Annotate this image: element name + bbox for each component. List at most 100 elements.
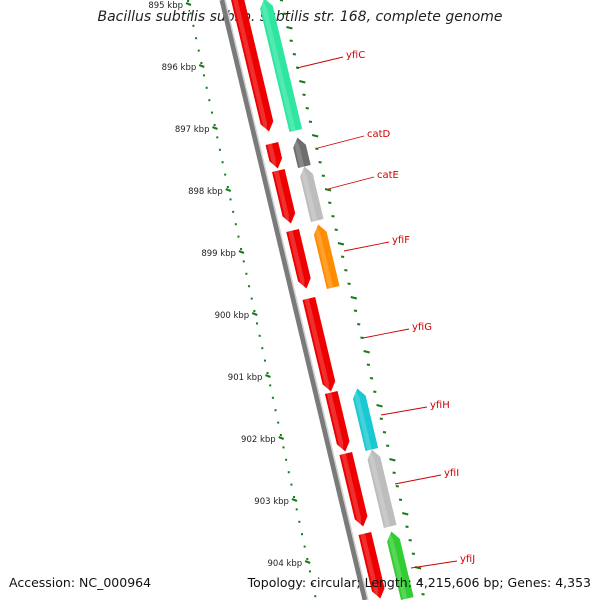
reverse-gene-arrow[interactable] — [231, 0, 275, 133]
ruler-major-tick — [198, 63, 205, 69]
outer-tick — [411, 552, 416, 555]
outer-tick — [321, 174, 325, 177]
ruler-major-tick — [185, 1, 192, 7]
outer-tick — [315, 147, 319, 150]
outer-tick — [408, 539, 412, 542]
ruler-minor-tick — [308, 570, 311, 573]
ruler-label: 896 kbp — [162, 63, 197, 73]
ruler-minor-tick — [240, 248, 243, 250]
gene-label-catE[interactable]: catE — [377, 170, 399, 181]
outer-tick — [402, 512, 409, 516]
outer-tick — [418, 579, 422, 582]
ruler-minor-tick — [295, 508, 298, 511]
ruler-minor-tick — [266, 372, 269, 374]
gene-label-yfiH[interactable]: yfiH — [430, 400, 450, 411]
ruler-minor-tick — [253, 310, 256, 312]
gene-yfiC-arrow[interactable] — [258, 0, 303, 132]
outer-tick — [344, 269, 348, 272]
ruler-minor-tick — [242, 260, 245, 263]
gene-label-leader — [327, 176, 375, 190]
backbone-highlight — [224, 0, 369, 600]
ruler-minor-tick — [279, 434, 282, 436]
reverse-strand-genes — [231, 0, 387, 600]
ruler-minor-tick — [189, 12, 192, 15]
ruler-minor-tick — [221, 161, 224, 164]
outer-tick — [289, 39, 293, 42]
gene-label-catD[interactable]: catD — [367, 129, 391, 140]
ruler-minor-tick — [208, 99, 211, 102]
outer-tick — [379, 417, 383, 420]
outer-tick — [302, 93, 306, 96]
reverse-gene-arrow[interactable] — [286, 228, 312, 290]
ruler-minor-tick — [311, 582, 314, 585]
outer-tick — [382, 431, 387, 434]
ruler-minor-tick — [192, 24, 195, 27]
reverse-gene-arrow[interactable] — [302, 296, 338, 393]
outer-tick — [334, 228, 338, 231]
ruler-major-tick — [225, 187, 232, 193]
gene-label-yfiF[interactable]: yfiF — [392, 235, 410, 246]
ruler-label: 895 kbp — [148, 1, 183, 11]
outer-tick — [376, 404, 383, 408]
outer-tick — [279, 0, 284, 2]
gene-label-yfiG[interactable]: yfiG — [412, 322, 432, 333]
gene-yfiI-arrow[interactable] — [365, 448, 397, 528]
outer-tick — [350, 296, 358, 300]
ruler-label: 903 kbp — [254, 497, 289, 507]
ruler-label: 900 kbp — [215, 311, 250, 321]
gene-catD-arrow[interactable] — [291, 136, 311, 169]
ruler-minor-tick — [232, 210, 235, 213]
ruler-minor-tick — [229, 198, 232, 201]
outer-tick — [292, 53, 297, 56]
outer-tick — [353, 309, 358, 312]
reverse-gene-arrow[interactable] — [358, 531, 387, 600]
reverse-gene-arrow[interactable] — [271, 168, 297, 225]
outer-tick — [337, 242, 345, 246]
ruler-label: 901 kbp — [228, 373, 263, 383]
gene-label-yfiC[interactable]: yfiC — [346, 50, 365, 61]
gene-yfiH-arrow[interactable] — [351, 387, 379, 452]
gene-label-leader — [343, 241, 390, 252]
gene-label-yfiI[interactable]: yfiI — [444, 468, 459, 479]
backbone-line — [219, 0, 368, 600]
gene-labels: yfiC catD catE yfiF yfiG yfiH yfiI yfiJ — [296, 50, 475, 569]
ruler-minor-tick — [263, 359, 266, 362]
gene-yfiF-arrow[interactable] — [312, 223, 340, 289]
outer-tick — [373, 390, 377, 393]
ruler-major-tick — [291, 497, 298, 503]
gene-yfiJ-arrow[interactable] — [385, 530, 414, 600]
outer-tick — [318, 161, 322, 164]
ruler-minor-tick — [287, 471, 290, 474]
gene-label-leader — [410, 560, 458, 569]
ruler-minor-tick — [255, 322, 258, 325]
ruler-minor-tick — [248, 285, 251, 288]
ruler-label: 898 kbp — [188, 187, 223, 197]
outer-tick — [363, 350, 370, 354]
kbp-ruler: 895 kbp 896 kbp 897 kbp 898 kbp 899 kbp 900 k… — [148, 0, 317, 598]
gene-label-yfiJ[interactable]: yfiJ — [460, 554, 475, 565]
ruler-minor-tick — [261, 347, 264, 350]
ruler-minor-tick — [237, 235, 240, 238]
ruler-minor-tick — [245, 272, 248, 275]
gene-label-leader — [317, 135, 365, 149]
genome-summary-text: Topology: circular; Length: 4,215,606 bp… — [247, 575, 591, 590]
reverse-gene-arrow[interactable] — [339, 451, 369, 528]
ruler-minor-tick — [285, 458, 288, 461]
ruler-minor-tick — [314, 595, 317, 598]
outer-tick-track — [279, 0, 425, 596]
ruler-major-tick — [212, 125, 218, 131]
reverse-gene-arrow[interactable] — [265, 141, 285, 170]
outer-tick — [360, 336, 364, 339]
outer-tick — [324, 188, 332, 192]
ruler-minor-tick — [303, 545, 306, 548]
outer-tick — [395, 485, 399, 488]
ruler-minor-tick — [271, 396, 274, 399]
outer-tick — [386, 444, 390, 447]
ruler-minor-tick — [213, 124, 216, 126]
ruler-minor-tick — [197, 49, 200, 52]
reverse-gene-arrow[interactable] — [324, 390, 352, 453]
accession-text: Accession: NC_000964 — [9, 575, 152, 590]
outer-tick — [311, 134, 319, 138]
gene-catE-arrow[interactable] — [298, 165, 324, 222]
